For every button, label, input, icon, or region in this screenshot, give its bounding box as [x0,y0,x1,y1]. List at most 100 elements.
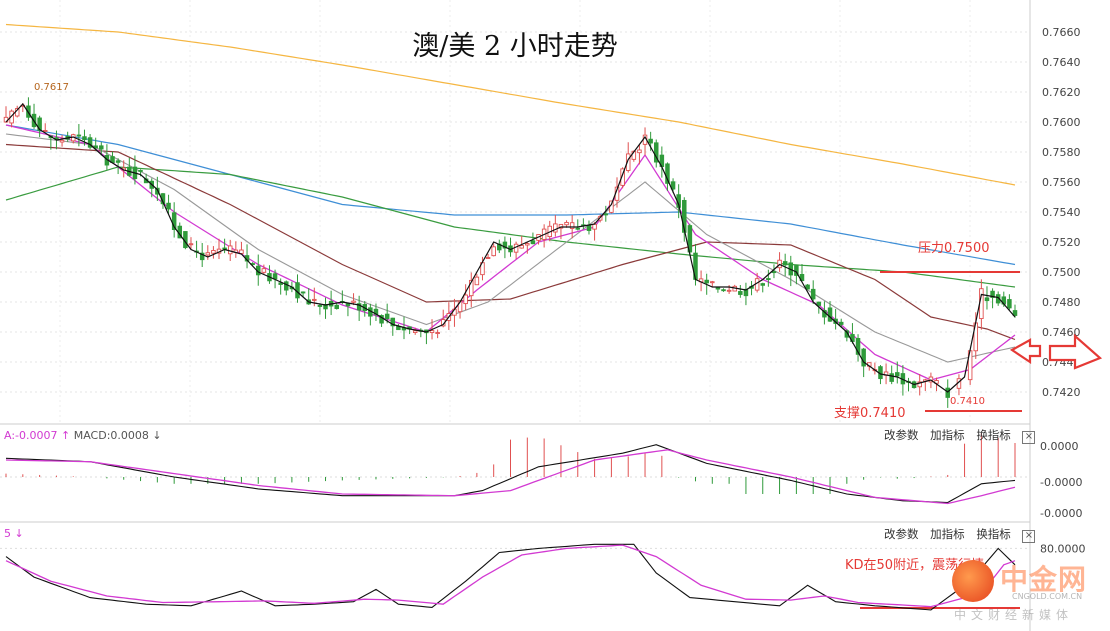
macd-down-arrow-icon: ↓ [152,429,162,442]
candle-body [519,245,524,249]
candle-body [261,268,267,273]
candle-body [625,153,631,171]
right-arrow-icon [1048,333,1103,370]
macd-dea-line [5,449,1016,505]
candle-body [855,337,861,355]
candle-body [37,117,42,131]
candle-body [771,271,777,274]
y-tick-label: 0.7480 [1042,296,1081,309]
macd-y-tick-label: -0.0000 [1040,507,1082,520]
kd-add-indicator-button[interactable]: 加指标 [930,527,965,541]
candle-body [553,223,558,233]
candle-body [390,317,396,327]
macd-y-tick-label: 0.0000 [1040,440,1079,453]
support-label: 支撑0.7410 [834,406,906,421]
macd-y-tick-label: -0.0000 [1040,476,1082,489]
kd-change-params-button[interactable]: 改参数 [884,527,919,541]
logo-sub-text: CNGOLD.COM.CN [1012,592,1083,601]
candle-body [76,134,82,137]
candle-body [199,252,205,261]
y-axis-macd: 0.0000 -0.0000 -0.0000 [1040,440,1082,520]
candle-body [838,321,844,325]
candle-body [586,224,592,231]
y-tick-label: 0.7520 [1042,236,1081,249]
candle-body [171,212,177,230]
macd-panel: 0.0000 -0.0000 -0.0000 [0,432,1082,520]
macd-lines [5,444,1016,505]
candle-body [603,213,609,216]
candle-body [351,300,356,303]
candle-body [945,387,950,398]
kd-toolbar: 改参数 加指标 换指标 × [876,526,1036,543]
candle-body [738,291,743,295]
macd-add-indicator-button[interactable]: 加指标 [930,428,965,442]
macd-change-params-button[interactable]: 改参数 [884,428,919,442]
kd-lines [5,543,1016,611]
grid-main [0,0,1031,631]
candle-body [794,265,799,276]
candle-body [620,168,625,186]
candle-body [384,313,390,320]
close-price-line [5,103,1016,393]
cngold-logo: 中金网 CNGOLD.COM.CN 中文财经新媒体 [952,556,1102,626]
macd-swap-indicator-button[interactable]: 换指标 [976,428,1011,442]
candle-body [1007,299,1012,309]
low-price-label: 0.7410 [950,396,985,407]
kd-panel: 80.0000 [0,542,1086,611]
candle-body [278,282,283,285]
y-tick-label: 0.7620 [1042,86,1081,99]
candle-body [166,202,171,210]
candle-body [575,227,581,230]
candle-body [312,298,317,301]
candle-body [87,137,93,148]
candle-body [766,278,771,281]
logo-cn-text: 中文财经新媒体 [954,608,1074,622]
main-panel: 0.7660 0.7640 0.7620 0.7600 0.7580 0.7560 0.75… [0,0,1081,631]
candle-body [227,245,233,255]
candle-body [502,241,508,249]
y-tick-label: 0.7460 [1042,326,1081,339]
candle-body [760,283,766,286]
candle-body [9,110,14,124]
candle-body [805,284,810,290]
kd-indicator-label: 5 ↓ [4,527,24,540]
kd-swap-indicator-button[interactable]: 换指标 [976,527,1011,541]
chart-title: 澳/美 2 小时走势 [412,31,618,62]
ma200-line [5,23,1016,186]
candle-body [272,273,278,280]
kd-d-line [5,544,1016,608]
y-tick-label: 0.7580 [1042,146,1081,159]
candle-body [564,221,569,226]
macd-value: MACD:0.0008 [73,429,149,442]
candle-body [82,136,87,141]
candle-body [844,330,850,338]
candle-body [188,243,194,246]
candle-body [569,222,575,229]
candlesticks [3,97,1018,408]
candle-body [816,301,822,306]
candle-body [300,291,306,294]
macd-close-icon[interactable]: × [1022,431,1036,444]
candle-body [525,243,530,246]
candle-body [317,304,323,307]
kd-close-icon[interactable]: × [1022,530,1036,543]
candle-body [799,273,805,282]
y-tick-label: 0.7600 [1042,116,1081,129]
kd-y-tick-label: 80.0000 [1040,542,1086,555]
candle-body [665,163,670,184]
ma100-line [5,124,1016,266]
candle-body [485,257,491,259]
candle-body [721,289,726,292]
y-tick-label: 0.7660 [1042,26,1081,39]
candle-body [861,348,866,367]
candle-body [59,139,65,143]
candle-body [435,332,440,335]
macd-toolbar: 改参数 加指标 换指标 × [876,427,1036,444]
y-axis-main: 0.7660 0.7640 0.7620 0.7600 0.7580 0.7560 0.75… [1042,26,1081,399]
candle-body [115,160,121,163]
left-arrow-icon [1009,338,1042,365]
reference-lines [860,271,1022,609]
candle-body [345,303,351,307]
candle-body [670,181,676,190]
